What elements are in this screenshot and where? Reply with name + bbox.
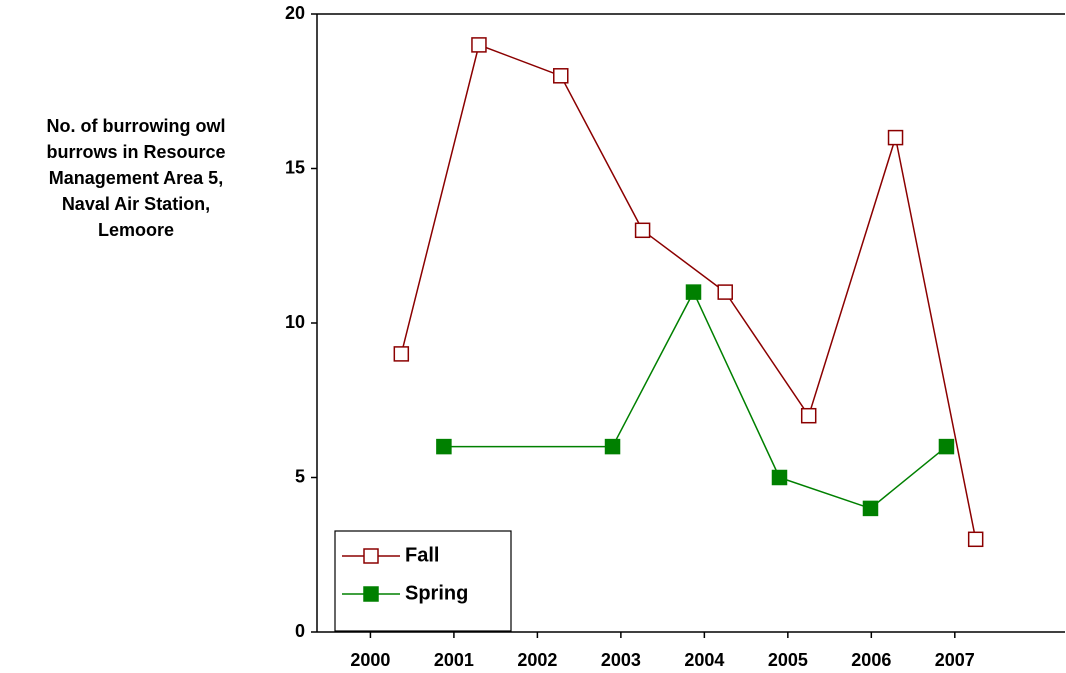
x-tick-label: 2006	[851, 650, 891, 670]
x-tick-label: 2004	[684, 650, 724, 670]
y-tick-label: 5	[295, 466, 305, 486]
legend-box	[334, 530, 512, 632]
y-tick-label: 10	[285, 312, 305, 332]
series-line	[400, 43, 977, 540]
y-tick-label: 15	[285, 157, 305, 177]
data-point	[717, 284, 733, 300]
y-tick-label: 20	[285, 3, 305, 23]
y-axis-label: Lemoore	[98, 220, 174, 240]
x-tick-label: 2002	[517, 650, 557, 670]
data-point	[887, 129, 904, 146]
data-point	[471, 37, 487, 53]
legend-label: Fall	[405, 544, 439, 566]
data-point	[393, 346, 410, 362]
data-point	[771, 469, 788, 486]
data-point	[967, 531, 984, 548]
legend-marker	[363, 586, 379, 602]
legend: Fall Spring	[334, 530, 512, 632]
y-axis-label: Management Area 5,	[49, 168, 223, 188]
y-tick-label: 0	[295, 621, 305, 641]
data-point	[800, 407, 817, 424]
data-point	[436, 438, 452, 455]
x-tick-label: 2003	[601, 650, 641, 670]
data-point	[634, 222, 651, 239]
legend-label: Spring	[405, 582, 468, 604]
data-point	[553, 68, 569, 84]
data-point	[862, 500, 879, 517]
x-tick-label: 2001	[434, 650, 474, 670]
legend-marker	[363, 548, 379, 564]
data-point	[604, 438, 621, 455]
y-axis-label: No. of burrowing owl	[47, 116, 226, 136]
data-point	[938, 438, 955, 455]
x-tick-label: 2007	[935, 650, 975, 670]
x-tick-label: 2000	[350, 650, 390, 670]
data-point	[685, 284, 702, 300]
y-axis-label: burrows in Resource	[46, 142, 225, 162]
series-line	[443, 290, 947, 510]
y-axis-label: Naval Air Station,	[62, 194, 210, 214]
x-tick-label: 2005	[768, 650, 808, 670]
